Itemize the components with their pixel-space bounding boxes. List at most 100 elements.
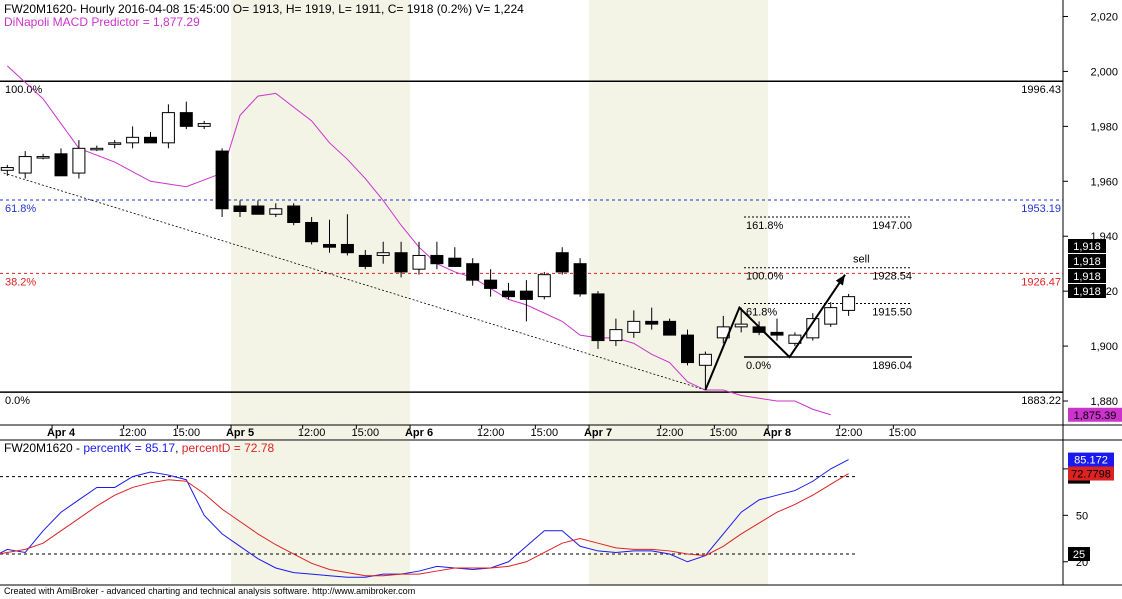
- candle-body: [734, 323, 748, 328]
- candle-body: [305, 221, 319, 243]
- candle-body: [806, 318, 820, 339]
- candle-body: [126, 136, 140, 144]
- candle-body: [842, 296, 856, 311]
- candle-body: [36, 156, 50, 159]
- fib-retracement-lines: 100.0% 1996.43 61.8% 1953.19 38.2% 1926.47 0.0…: [0, 80, 1063, 407]
- price-tick-label: 1,880: [1090, 396, 1118, 408]
- projection-left-label: 0.0%: [746, 360, 771, 372]
- projection-left-label: 161.8%: [746, 220, 784, 232]
- chart-title: FW20M1620- Hourly 2016-04-08 15:45:00 O=…: [4, 2, 524, 16]
- candle-body: [770, 331, 784, 336]
- time-tick-label: Apr 5: [226, 427, 254, 439]
- price-flag-label: 1,918: [1073, 256, 1101, 268]
- predictor-label: DiNapoli MACD Predictor = 1,877.29: [4, 15, 200, 29]
- time-tick-label: 12:00: [477, 427, 505, 439]
- fib-left-label: 0.0%: [5, 395, 30, 407]
- candle-body: [269, 208, 283, 215]
- time-tick-label: 15:00: [889, 427, 917, 439]
- time-axis: Apr 4 12:00 15:00 Apr 5 12:00 15:00 Apr 6 12:00…: [47, 425, 916, 439]
- candle-body: [412, 254, 426, 270]
- candle-body: [519, 290, 533, 300]
- predictor-flag-label: 1,875.39: [1074, 410, 1117, 422]
- time-tick-label: 12:00: [835, 427, 863, 439]
- candle-body: [287, 205, 301, 223]
- stoch-level-flag: [1068, 547, 1090, 562]
- price-flag: [1068, 239, 1106, 253]
- stoch-value-flag: [1068, 466, 1114, 481]
- candle-body: [824, 307, 838, 325]
- stoch-value-flag: [1068, 452, 1114, 467]
- stoch-grid: [0, 476, 855, 555]
- candle-body: [573, 263, 587, 295]
- candle-body: [484, 279, 498, 289]
- candle-body: [555, 252, 569, 273]
- chart-frame: [0, 0, 1122, 586]
- candle-body: [430, 254, 444, 265]
- candle-body: [18, 156, 32, 174]
- price-flag-label: 1,918: [1073, 271, 1101, 283]
- price-tick-label: 2,020: [1090, 11, 1118, 23]
- candle-body: [394, 252, 408, 273]
- day-band: [589, 441, 769, 585]
- candle-body: [251, 205, 265, 215]
- time-tick-label: 15:00: [352, 427, 380, 439]
- arrow-head: [835, 274, 846, 286]
- candle-body: [72, 147, 86, 174]
- candle-body: [663, 320, 677, 336]
- fib-right-label: 1996.43: [1021, 84, 1061, 96]
- stoch-title: FW20M1620 - percentK = 85.17, percentD =…: [4, 441, 274, 455]
- fib-left-label: 100.0%: [5, 84, 43, 96]
- candle-body: [681, 334, 694, 364]
- trendline: [3, 172, 706, 391]
- candle-body: [466, 263, 480, 281]
- candle-body: [591, 293, 605, 342]
- time-tick-label: 12:00: [656, 427, 684, 439]
- price-flags: 1,918 1,918 1,918 1,918 1,875.39: [1068, 239, 1122, 422]
- candles: [0, 101, 856, 391]
- day-band: [589, 0, 769, 440]
- candle-body: [537, 274, 551, 298]
- day-bands: [231, 0, 769, 585]
- projection-right-label: 1896.04: [872, 360, 912, 372]
- price-flag-label: 1,918: [1073, 241, 1101, 253]
- fib-right-label: 1926.47: [1021, 276, 1061, 288]
- time-tick-label: Apr 6: [405, 427, 433, 439]
- price-flag: [1068, 254, 1106, 268]
- price-flag: [1068, 269, 1106, 283]
- trendline-segment: [3, 172, 706, 391]
- candle-body: [179, 112, 193, 127]
- fib-right-label: 1953.19: [1021, 203, 1061, 215]
- projection-right-label: 1947.00: [872, 220, 912, 232]
- time-tick-label: 12:00: [119, 427, 147, 439]
- fib-left-label: 38.2%: [5, 276, 36, 288]
- footer-credit: Created with AmiBroker - advanced charti…: [4, 586, 416, 596]
- abc-pattern: sell: [704, 254, 870, 391]
- candle-body: [90, 147, 104, 151]
- stoch-series-percentK: [0, 459, 849, 578]
- candle-body: [0, 167, 14, 171]
- fib-left-label: 61.8%: [5, 203, 36, 215]
- price-tick-label: 1,960: [1090, 176, 1118, 188]
- projection-right-label: 1928.54: [872, 271, 912, 283]
- stoch-level-label: 25: [1073, 549, 1085, 561]
- day-band: [231, 441, 411, 585]
- price-tick-label: 1,980: [1090, 121, 1118, 133]
- candle-body: [502, 290, 515, 298]
- stoch-value-label: 85.172: [1074, 455, 1108, 467]
- predictor-flag: [1068, 407, 1122, 422]
- candle-body: [340, 243, 354, 254]
- stoch-lines: [0, 459, 849, 578]
- candle-body: [144, 136, 157, 144]
- time-tick-label: 15:00: [531, 427, 559, 439]
- candle-body: [698, 353, 712, 366]
- candle-body: [161, 112, 175, 144]
- time-tick-label: Apr 4: [47, 427, 76, 439]
- time-tick-label: Apr 8: [763, 427, 791, 439]
- price-tick-label: 2,000: [1090, 66, 1118, 78]
- stoch-series-percentD: [0, 473, 849, 577]
- candle-body: [108, 142, 122, 145]
- candle-body: [627, 320, 641, 333]
